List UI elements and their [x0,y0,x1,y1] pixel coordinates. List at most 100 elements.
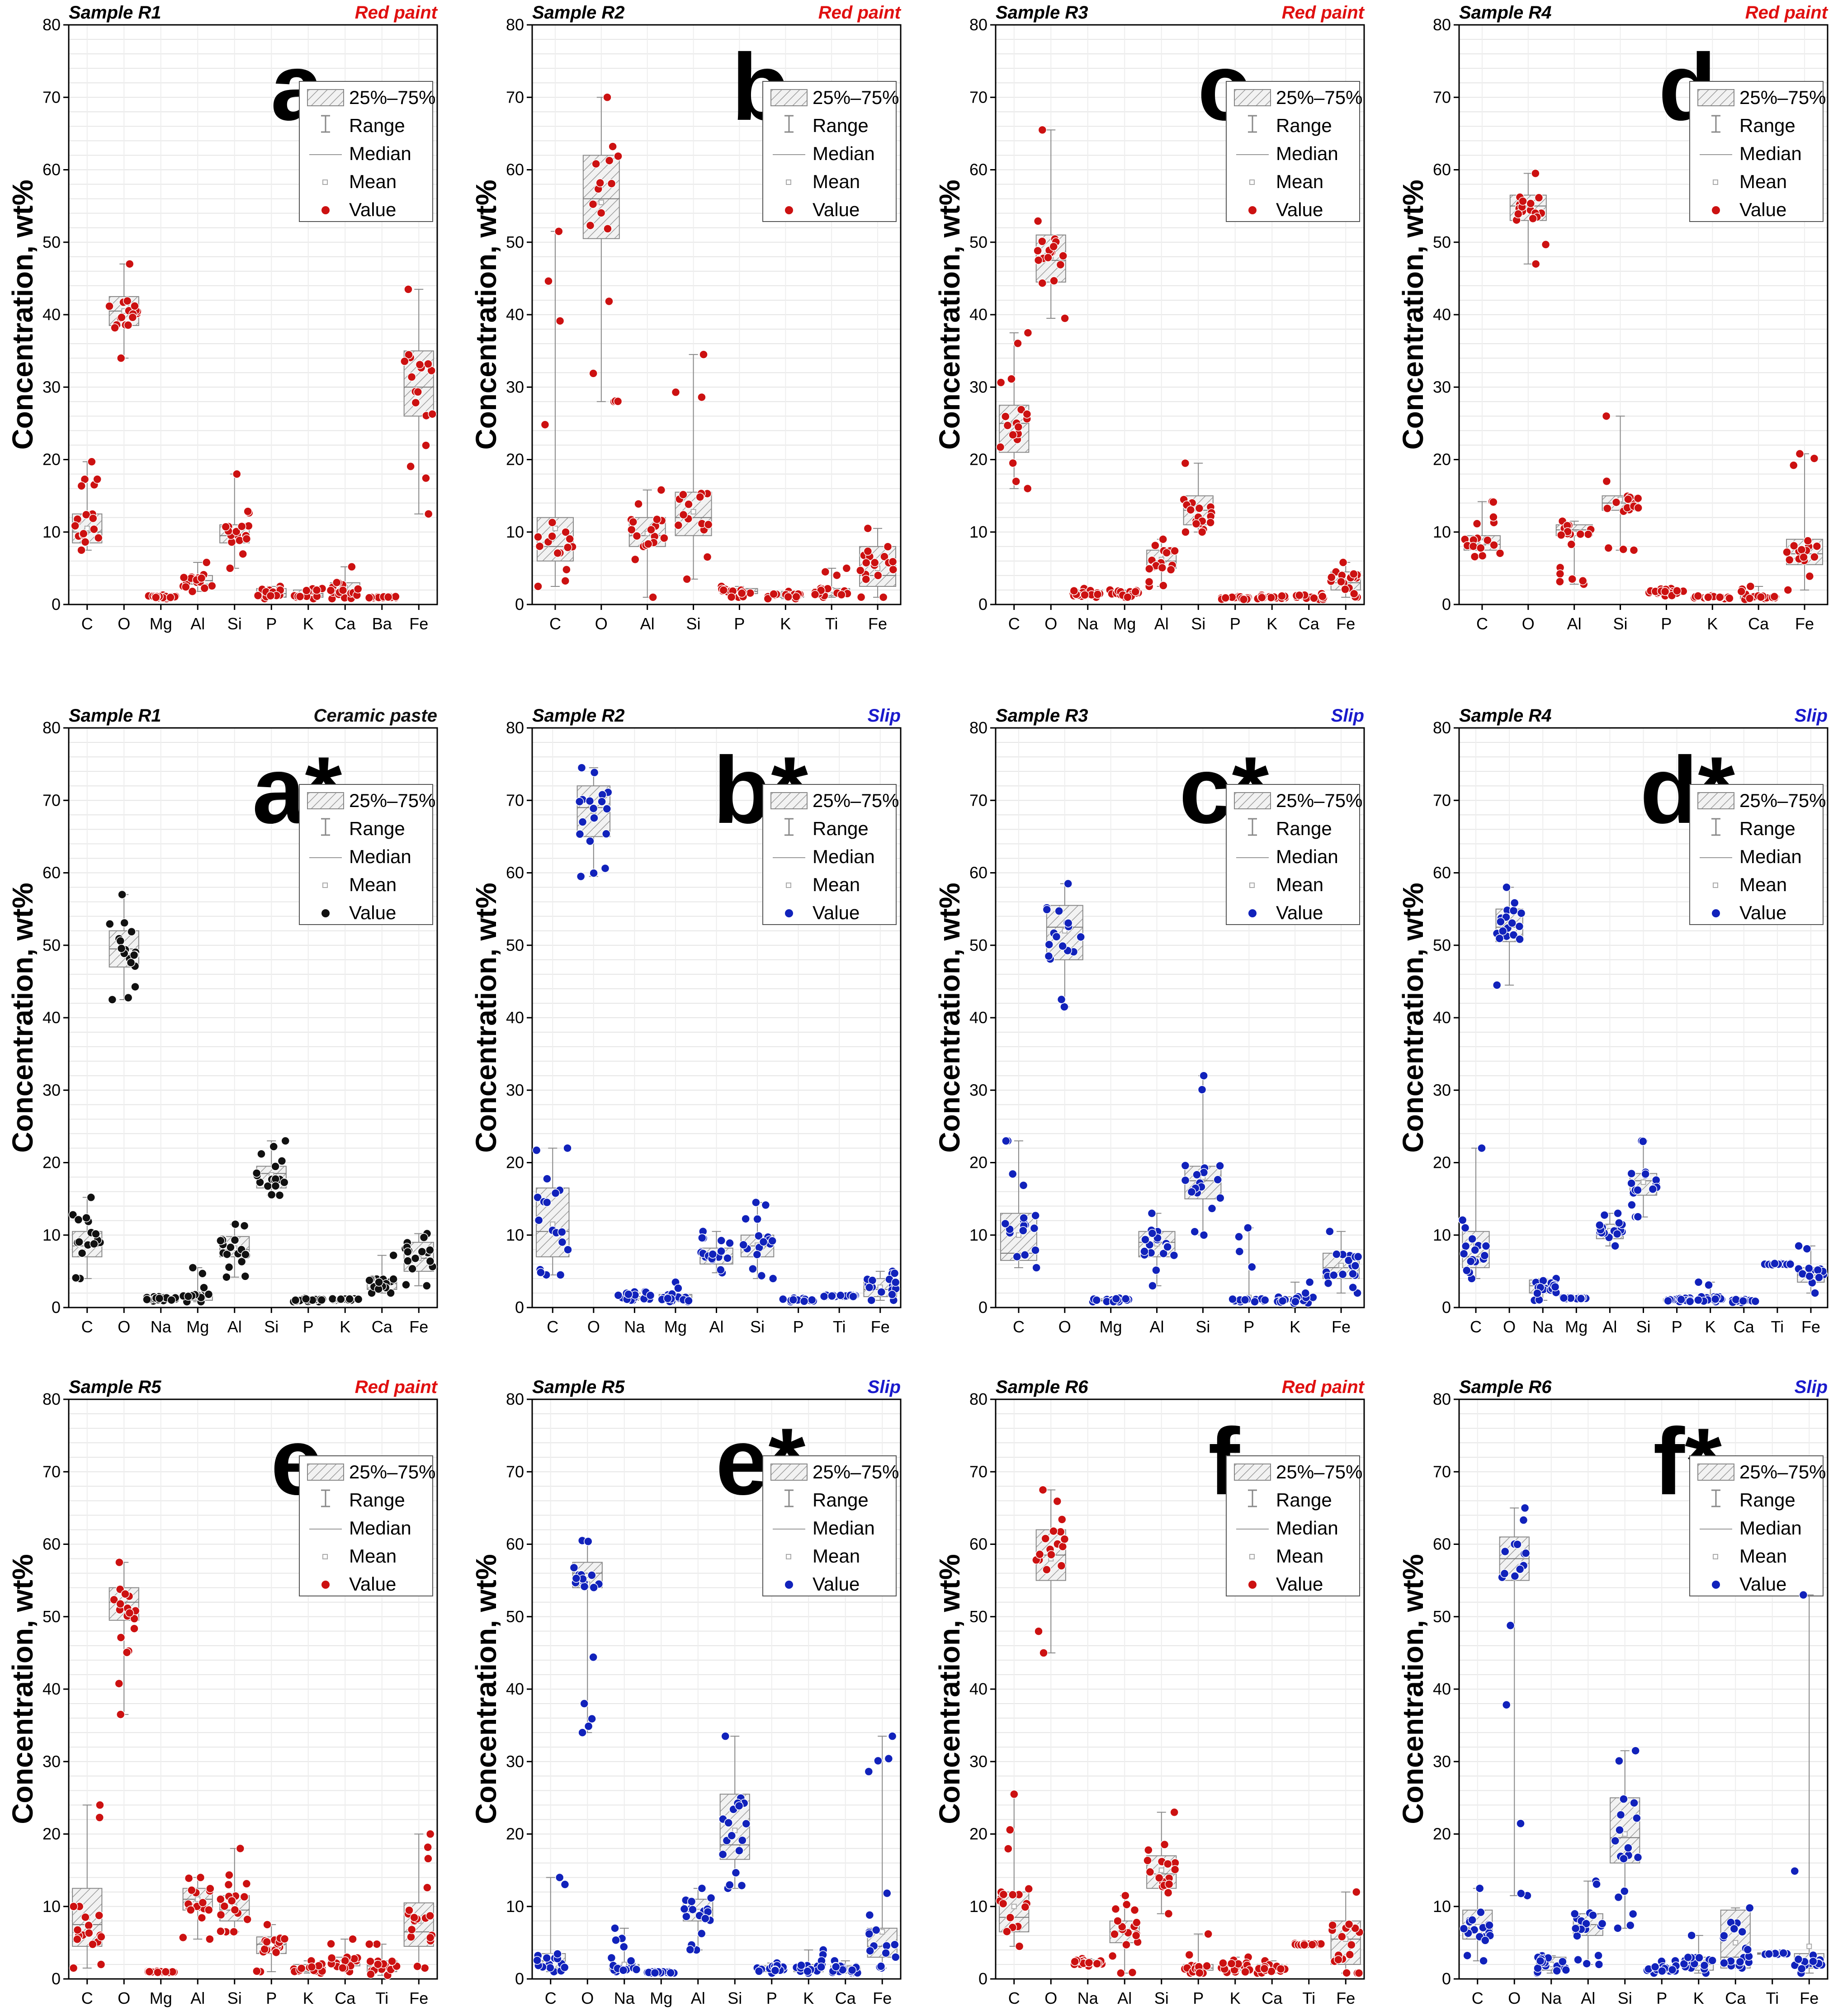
value-point [1197,527,1207,537]
x-tick-label: Ti [833,1317,846,1336]
y-tick-label: 50 [1433,936,1451,954]
y-tick-label: 20 [43,450,61,469]
legend-median-label: Median [1276,143,1338,164]
value-point [88,1940,97,1949]
value-point [540,420,550,430]
value-point [548,518,557,527]
value-point [1476,1907,1485,1917]
value-point [199,1283,208,1292]
value-point [1235,1247,1244,1256]
value-point [1507,918,1517,928]
box-C [1458,1143,1491,1283]
value-point [271,1162,280,1171]
box-C [1460,497,1505,562]
value-point [821,567,830,576]
value-point [741,1214,750,1223]
value-point [1215,1161,1224,1171]
value-point [84,1921,93,1930]
value-point [110,323,119,332]
value-point [542,1954,551,1963]
value-point [252,1169,261,1178]
chart-panel-4: 0 10 20 30 40 50 60 70 80 Concentration, wt% Sampl… [1397,3,1829,633]
y-tick-label: 50 [43,1607,61,1626]
legend: 25%–75% Range Median Mean Value [1226,1455,1362,1596]
y-tick-label: 70 [1433,1462,1451,1481]
value-point [1700,1961,1709,1970]
value-point [1266,593,1276,602]
legend-range-label: Range [1276,1489,1332,1511]
value-point [125,260,134,269]
legend-range-label: Range [349,818,405,839]
value-point [391,592,400,601]
legend-mean-swatch [1713,179,1718,185]
value-point [1349,589,1359,598]
value-point [1790,1866,1800,1876]
legend-box-swatch [307,1464,344,1481]
value-point [1162,548,1171,557]
value-point [1342,1968,1351,1978]
value-point [1660,587,1670,596]
value-point [808,1295,817,1304]
value-point [879,593,888,602]
legend-median-label: Median [1739,1517,1802,1539]
value-point [1170,1865,1180,1874]
value-point [260,1945,269,1954]
value-point [1559,1294,1569,1303]
legend-box-label: 25%–75% [349,87,435,108]
legend-median-label: Median [1739,143,1802,164]
x-tick-label: C [547,1317,558,1336]
value-point [118,890,127,899]
box-Ti [819,1291,860,1301]
mean-marker [1640,1179,1646,1185]
x-tick-label: K [1707,614,1718,633]
y-tick-label: 10 [1433,1897,1451,1916]
value-point [188,1263,198,1272]
box-Al [179,558,217,596]
value-point [1181,1176,1190,1185]
y-tick-label: 70 [969,1462,988,1481]
legend-range-label: Range [813,818,869,839]
value-point [202,558,211,567]
x-tick-label: Si [1618,1989,1632,2007]
y-tick-label: 70 [506,88,524,106]
legend-mean-swatch [322,1554,328,1559]
box-K [1217,1953,1254,1977]
x-tick-label: Ca [1299,614,1320,633]
value-point [797,1961,806,1970]
legend-range-label: Range [1276,818,1332,839]
box-Ca [326,1935,362,1976]
value-point [95,1800,104,1810]
value-point [1576,529,1585,539]
value-point [597,797,606,806]
box-Si [1143,1808,1180,1918]
value-point [1044,952,1054,961]
value-point [365,1276,374,1285]
value-point [1592,1879,1601,1889]
y-tick-label: 0 [52,1969,61,1988]
y-tick-label: 0 [1442,1969,1451,1988]
value-point [563,1245,572,1254]
box-O [1509,169,1550,269]
legend-value-swatch [785,206,793,214]
sample-title: Sample R5 [532,1377,625,1397]
value-point [1695,1953,1704,1962]
value-point [590,768,599,777]
value-point [128,313,137,322]
x-tick-label: C [1476,614,1488,633]
value-point [1634,503,1643,513]
box-P [253,582,287,603]
value-point [534,582,543,591]
x-tick-label: O [1058,1317,1071,1336]
legend-range-label: Range [1739,818,1795,839]
value-point [837,590,846,600]
value-point [1181,458,1190,468]
mean-marker [84,525,90,531]
value-point [1347,1940,1356,1950]
material-label: Slip [1795,1377,1828,1397]
sample-title: Sample R3 [996,706,1088,726]
value-point [560,1880,570,1889]
sample-title: Sample R4 [1459,3,1552,23]
legend-value-label: Value [1739,199,1786,220]
y-tick-label: 60 [43,1535,61,1553]
value-point [832,571,841,580]
